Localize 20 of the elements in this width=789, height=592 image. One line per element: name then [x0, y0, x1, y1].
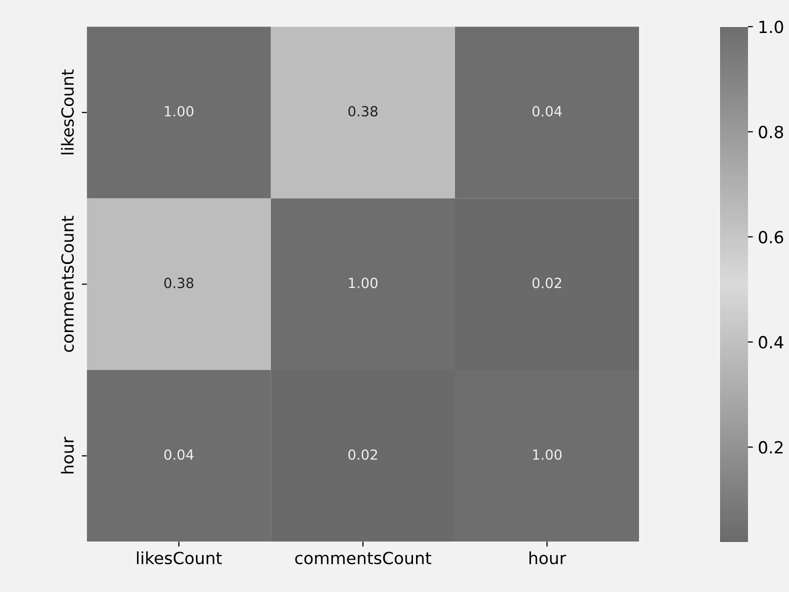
data-label: 1.00	[349, 278, 378, 288]
x-tick-label: commentsCount	[295, 552, 432, 564]
y-tick-label: hour	[60, 436, 74, 474]
color-bar-label: 0.4	[758, 336, 784, 349]
color-bar-label: 0.2	[758, 441, 783, 454]
data-label: 0.04	[164, 449, 194, 460]
y-tick-label: commentsCount	[61, 216, 74, 352]
color-bar-label: 1.0	[760, 20, 784, 34]
data-label: 0.04	[532, 106, 562, 117]
data-label: 1.00	[533, 449, 562, 460]
color-bar-label: 0.8	[758, 126, 784, 138]
data-label: 1.00	[164, 106, 194, 117]
data-label: 0.02	[348, 449, 378, 460]
x-tick-label: hour	[529, 551, 566, 564]
data-label: 0.38	[348, 106, 378, 117]
y-tick-label: likesCount	[60, 70, 74, 154]
x-tick-label: likesCount	[137, 551, 222, 564]
data-label: 0.02	[532, 278, 562, 288]
data-label: 0.38	[164, 278, 194, 288]
color-bar-label: 0.6	[758, 230, 784, 244]
